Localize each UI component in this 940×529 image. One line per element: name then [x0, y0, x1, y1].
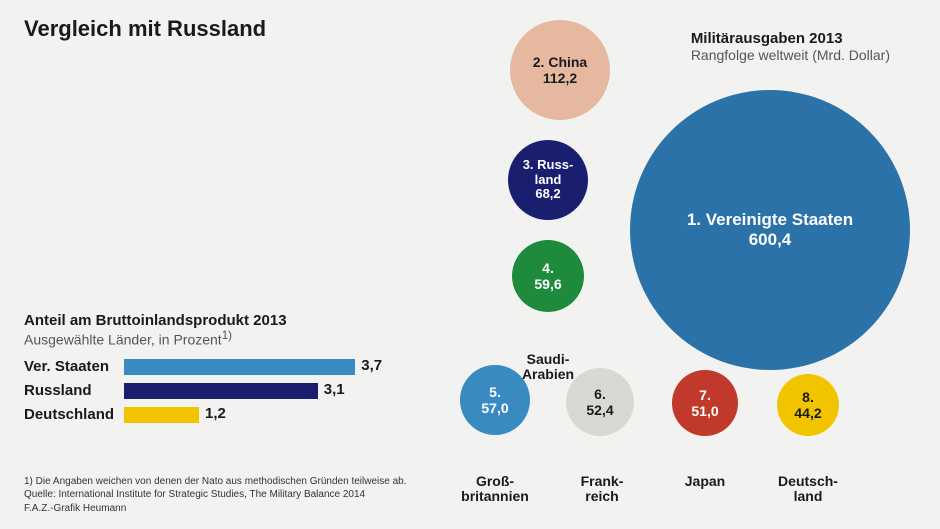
bubble: 1. Vereinigte Staaten600,4	[630, 90, 910, 370]
bubble-external-label: Frank- reich	[562, 474, 642, 505]
bubble-text-line: land	[535, 173, 562, 188]
barchart-bar	[124, 383, 318, 399]
bubble: 6.52,4	[566, 368, 634, 436]
bubble-text-line: 3. Russ-	[523, 158, 574, 173]
military-spending-bubblechart: Militärausgaben 2013 Rangfolge weltweit …	[450, 30, 920, 510]
bubble-text-line: 51,0	[691, 403, 718, 419]
chart-footer: 1) Die Angaben weichen von denen der Nat…	[24, 475, 406, 516]
barchart-track: 3,1	[124, 383, 404, 399]
footer-credit: F.A.Z.-Grafik Heumann	[24, 502, 406, 516]
bubble: 7.51,0	[672, 370, 738, 436]
bubble: 2. China112,2	[510, 20, 610, 120]
page-title: Vergleich mit Russland	[24, 16, 266, 42]
barchart-row: Ver. Staaten 3,7	[24, 356, 404, 378]
footer-source: Quelle: International Institute for Stra…	[24, 488, 406, 502]
barchart-track: 1,2	[124, 407, 404, 423]
bubble-text-line: 6.	[594, 386, 606, 402]
barchart-subtitle-text: Ausgewählte Länder, in Prozent	[24, 332, 222, 348]
bubble-text-line: 4.	[542, 260, 554, 276]
bubble-text-line: 112,2	[543, 70, 577, 86]
barchart-subtitle: Ausgewählte Länder, in Prozent1)	[24, 329, 404, 348]
bubble-text-line: 59,6	[534, 276, 561, 292]
barchart-bar	[124, 359, 355, 375]
bubble-text-line: 68,2	[535, 187, 560, 202]
bubblechart-subtitle: Rangfolge weltweit (Mrd. Dollar)	[691, 47, 890, 63]
bubblechart-title: Militärausgaben 2013	[691, 30, 890, 47]
barchart-row: Deutschland 1,2	[24, 404, 404, 426]
bubble: 4.59,6	[512, 240, 584, 312]
barchart-row-label: Russland	[24, 382, 124, 399]
barchart-title: Anteil am Bruttoinlandsprodukt 2013	[24, 312, 404, 329]
barchart-row: Russland 3,1	[24, 380, 404, 402]
barchart-value: 3,1	[324, 381, 345, 398]
bubble-text-line: 57,0	[481, 400, 508, 416]
bubble-text-line: 8.	[802, 389, 814, 405]
bubble: 3. Russ-land68,2	[508, 140, 588, 220]
barchart-bar	[124, 407, 199, 423]
gdp-share-barchart: Anteil am Bruttoinlandsprodukt 2013 Ausg…	[24, 312, 404, 428]
bubble-external-label: Groß- britannien	[455, 474, 535, 505]
barchart-subtitle-sup: 1)	[222, 329, 232, 342]
footer-note: 1) Die Angaben weichen von denen der Nat…	[24, 475, 406, 489]
barchart-value: 3,7	[361, 357, 382, 374]
bubble-text-line: 52,4	[586, 402, 613, 418]
barchart-track: 3,7	[124, 359, 404, 375]
bubble: 5.57,0	[460, 365, 530, 435]
bubblechart-title-block: Militärausgaben 2013 Rangfolge weltweit …	[691, 30, 890, 63]
bubble-text-line: 2. China	[533, 54, 587, 70]
bubble-text-line: 1. Vereinigte Staaten	[687, 210, 853, 230]
barchart-row-label: Deutschland	[24, 406, 124, 423]
bubble-text-line: 44,2	[794, 405, 821, 421]
barchart-value: 1,2	[205, 405, 226, 422]
barchart-row-label: Ver. Staaten	[24, 358, 124, 375]
bubble-external-label: Japan	[665, 474, 745, 489]
bubble-text-line: 600,4	[749, 230, 792, 250]
bubble-external-label: Deutsch- land	[768, 474, 848, 505]
bubble-text-line: 5.	[489, 384, 501, 400]
bubble: 8.44,2	[777, 374, 839, 436]
bubble-text-line: 7.	[699, 387, 711, 403]
